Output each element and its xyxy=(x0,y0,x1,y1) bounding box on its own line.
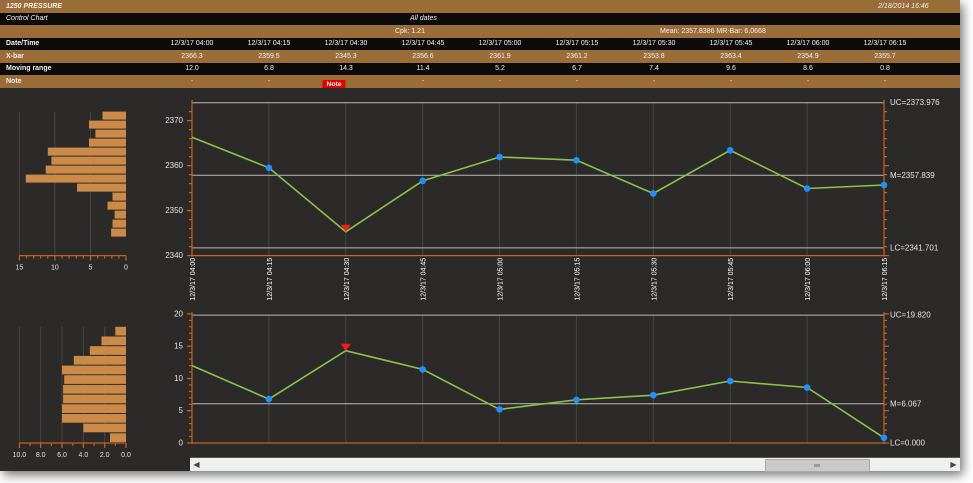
svg-text:12/3/17 06:00: 12/3/17 06:00 xyxy=(805,258,812,301)
svg-text:0: 0 xyxy=(179,439,184,448)
svg-text:12/3/17 05:30: 12/3/17 05:30 xyxy=(651,258,658,301)
svg-text:2370: 2370 xyxy=(165,116,183,125)
svg-text:12/3/17 05:15: 12/3/17 05:15 xyxy=(574,258,581,301)
svg-text:2340: 2340 xyxy=(165,251,183,260)
svg-text:5: 5 xyxy=(179,406,184,415)
svg-text:12/3/17 05:00: 12/3/17 05:00 xyxy=(498,258,505,301)
svg-text:12/3/17 04:30: 12/3/17 04:30 xyxy=(344,258,351,301)
svg-text:UC=19.820: UC=19.820 xyxy=(890,311,931,320)
svg-text:12/3/17 04:15: 12/3/17 04:15 xyxy=(267,258,274,301)
svg-text:12/3/17 04:45: 12/3/17 04:45 xyxy=(421,258,428,301)
svg-text:15: 15 xyxy=(174,342,183,351)
svg-text:LC=2341.701: LC=2341.701 xyxy=(890,243,939,252)
svg-text:20: 20 xyxy=(174,309,183,318)
svg-text:12/3/17 05:45: 12/3/17 05:45 xyxy=(728,258,735,301)
svg-text:2360: 2360 xyxy=(165,161,183,170)
svg-text:M=2357.839: M=2357.839 xyxy=(890,171,935,180)
svg-text:UC=2373.976: UC=2373.976 xyxy=(890,98,940,107)
svg-text:10: 10 xyxy=(174,374,183,383)
svg-text:M=6.067: M=6.067 xyxy=(890,399,922,408)
svg-text:12/3/17 04:00: 12/3/17 04:00 xyxy=(190,258,197,301)
svg-text:LC=0.000: LC=0.000 xyxy=(890,439,925,448)
svg-text:2350: 2350 xyxy=(165,206,183,215)
svg-text:12/3/17 06:15: 12/3/17 06:15 xyxy=(882,258,889,301)
